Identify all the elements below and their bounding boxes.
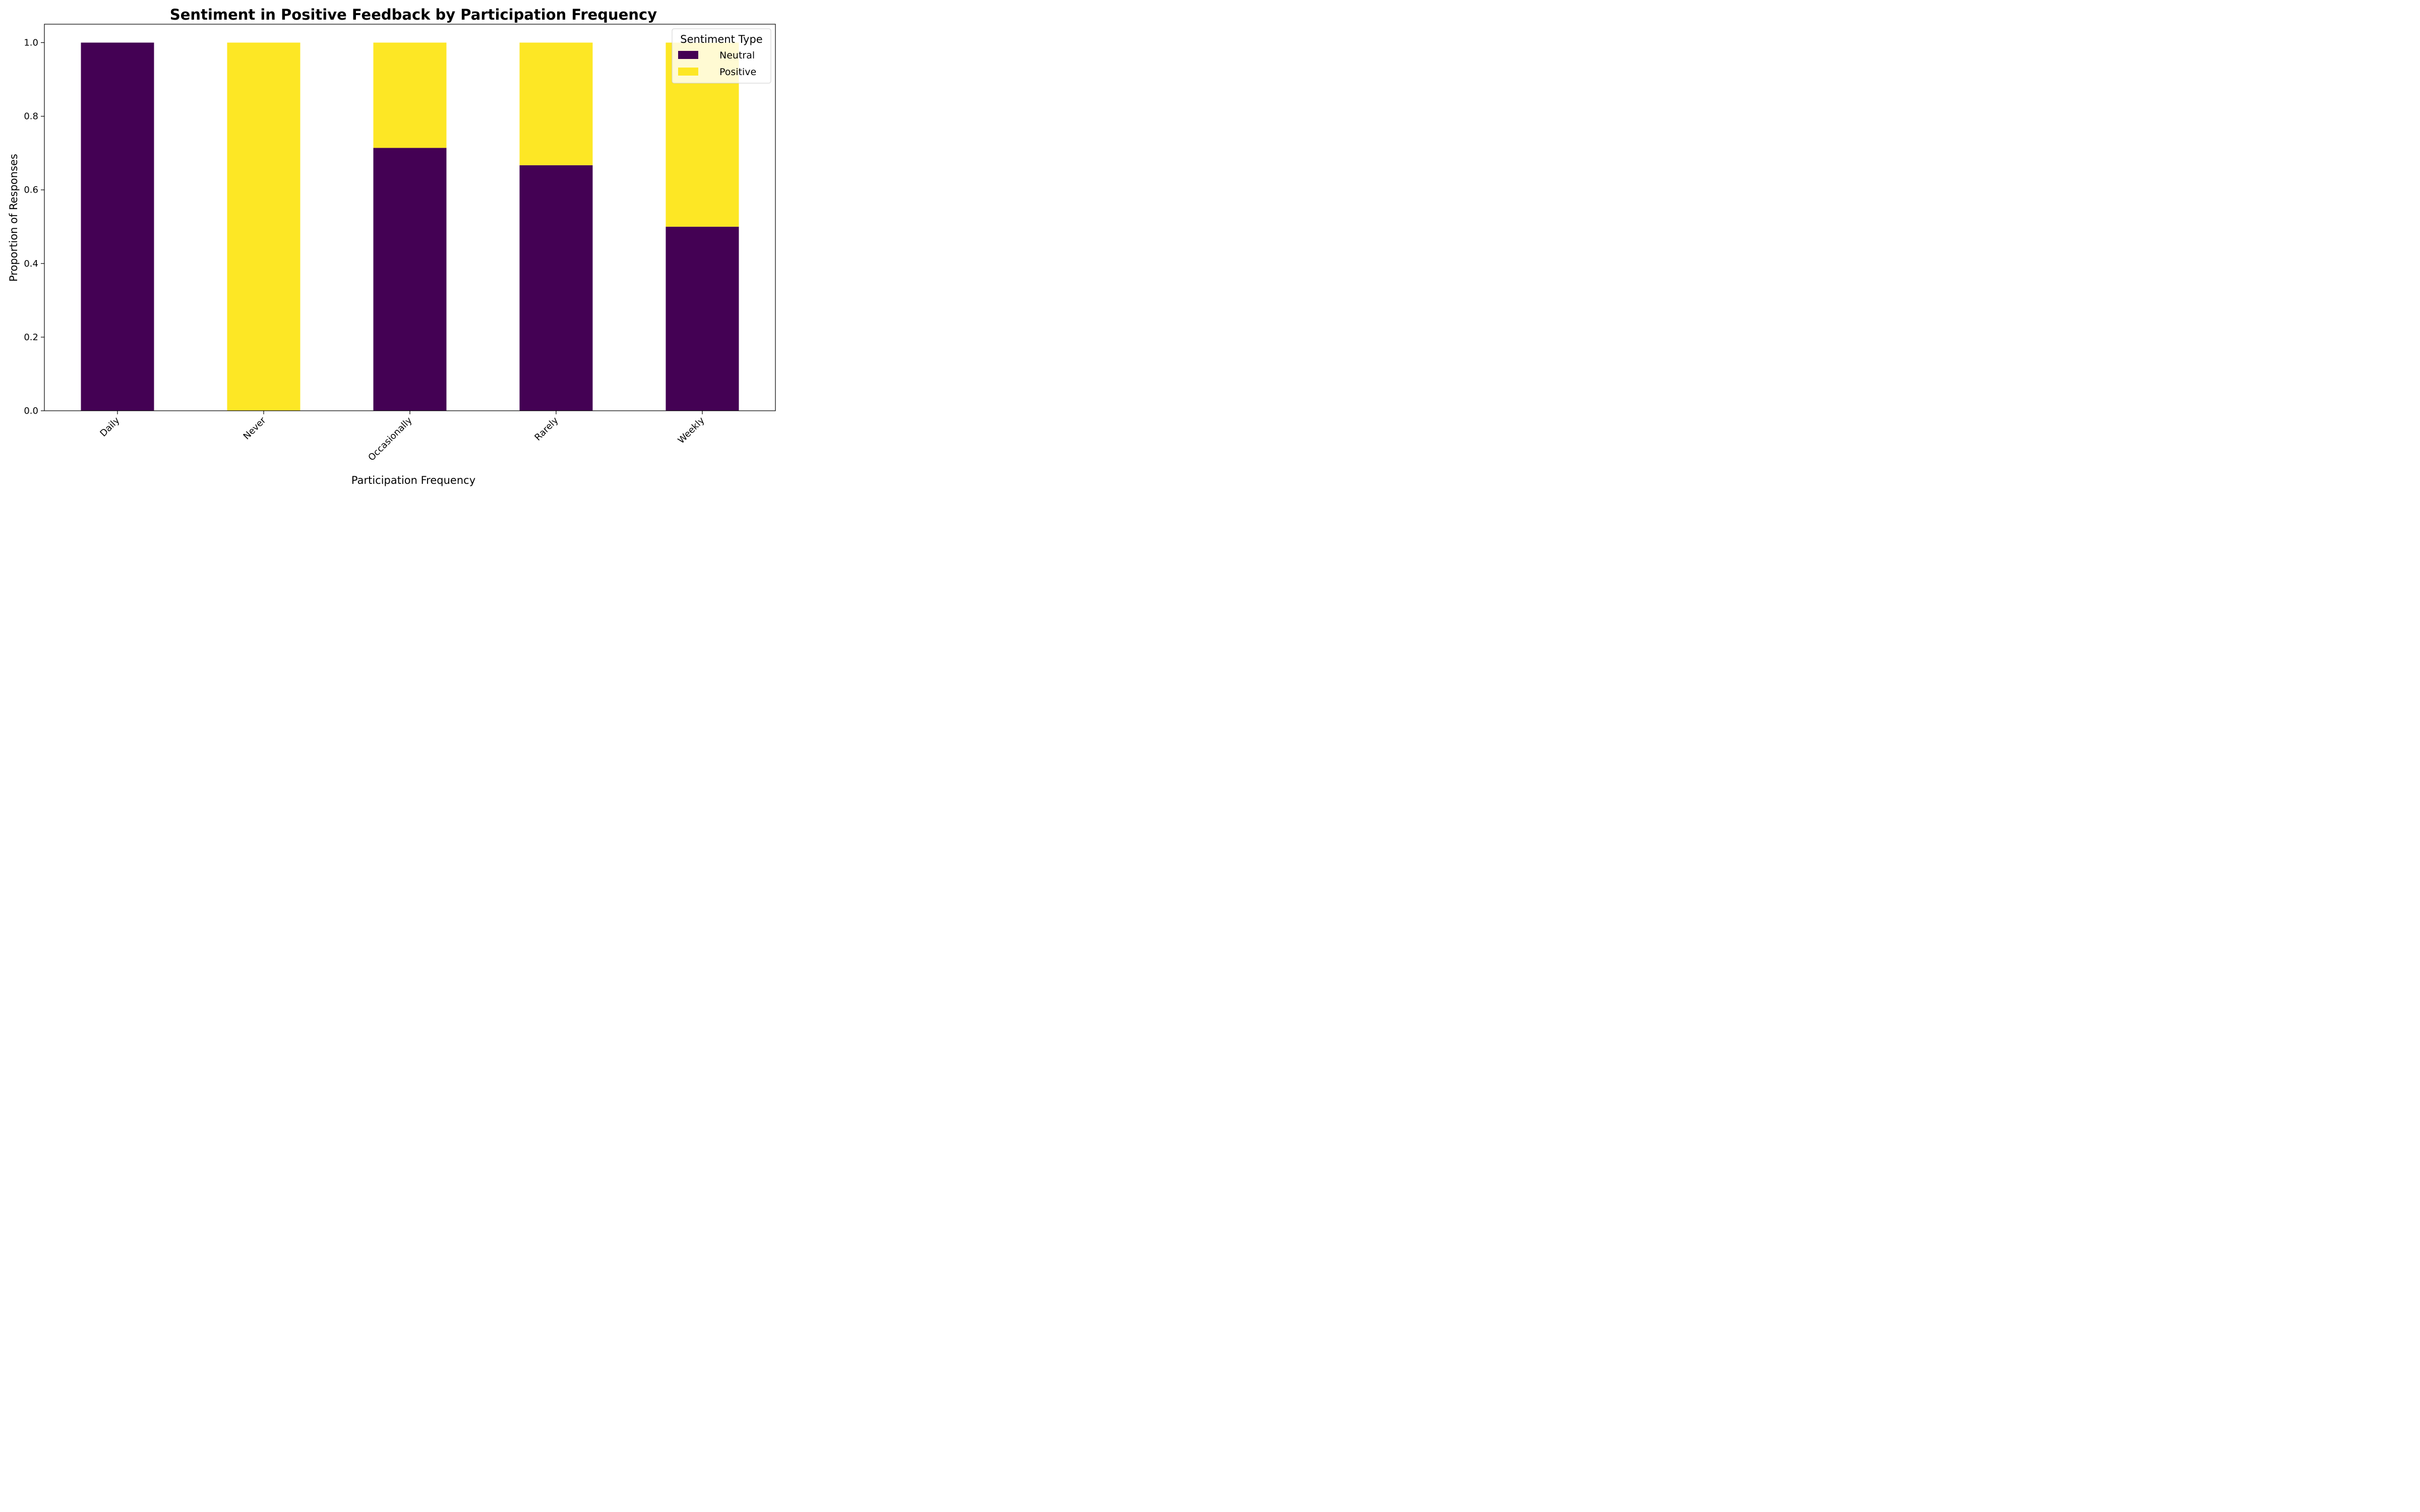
legend-swatch-positive bbox=[678, 68, 698, 76]
plot-frame bbox=[44, 24, 776, 411]
bars-group bbox=[81, 42, 739, 411]
y-tick-label: 0.8 bbox=[24, 111, 38, 122]
x-axis-label: Participation Frequency bbox=[351, 474, 475, 486]
y-tick-label: 1.0 bbox=[24, 38, 38, 48]
legend: Sentiment Type Neutral Positive bbox=[672, 28, 771, 84]
bar-neutral-occasionally bbox=[373, 148, 447, 411]
legend-label-positive: Positive bbox=[719, 67, 756, 78]
y-tick-label: 0.4 bbox=[24, 259, 38, 269]
y-axis: 0.0 0.2 0.4 0.6 0.8 1.0 bbox=[24, 38, 44, 416]
legend-label-neutral: Neutral bbox=[719, 50, 755, 61]
bar-positive-never bbox=[227, 42, 300, 411]
chart-title: Sentiment in Positive Feedback by Partic… bbox=[170, 6, 657, 23]
y-axis-label: Proportion of Responses bbox=[8, 154, 20, 282]
bar-positive-occasionally bbox=[373, 42, 447, 148]
legend-swatch-neutral bbox=[678, 51, 698, 59]
y-tick-label: 0.6 bbox=[24, 185, 38, 196]
y-tick-label: 0.0 bbox=[24, 406, 38, 416]
y-tick-label: 0.2 bbox=[24, 332, 38, 343]
bar-positive-rarely bbox=[519, 42, 593, 165]
bar-neutral-rarely bbox=[519, 165, 593, 411]
bar-neutral-weekly bbox=[666, 226, 739, 411]
legend-title: Sentiment Type bbox=[680, 33, 762, 45]
stacked-bar-chart: Sentiment in Positive Feedback by Partic… bbox=[0, 0, 791, 494]
bar-neutral-daily bbox=[81, 42, 154, 411]
